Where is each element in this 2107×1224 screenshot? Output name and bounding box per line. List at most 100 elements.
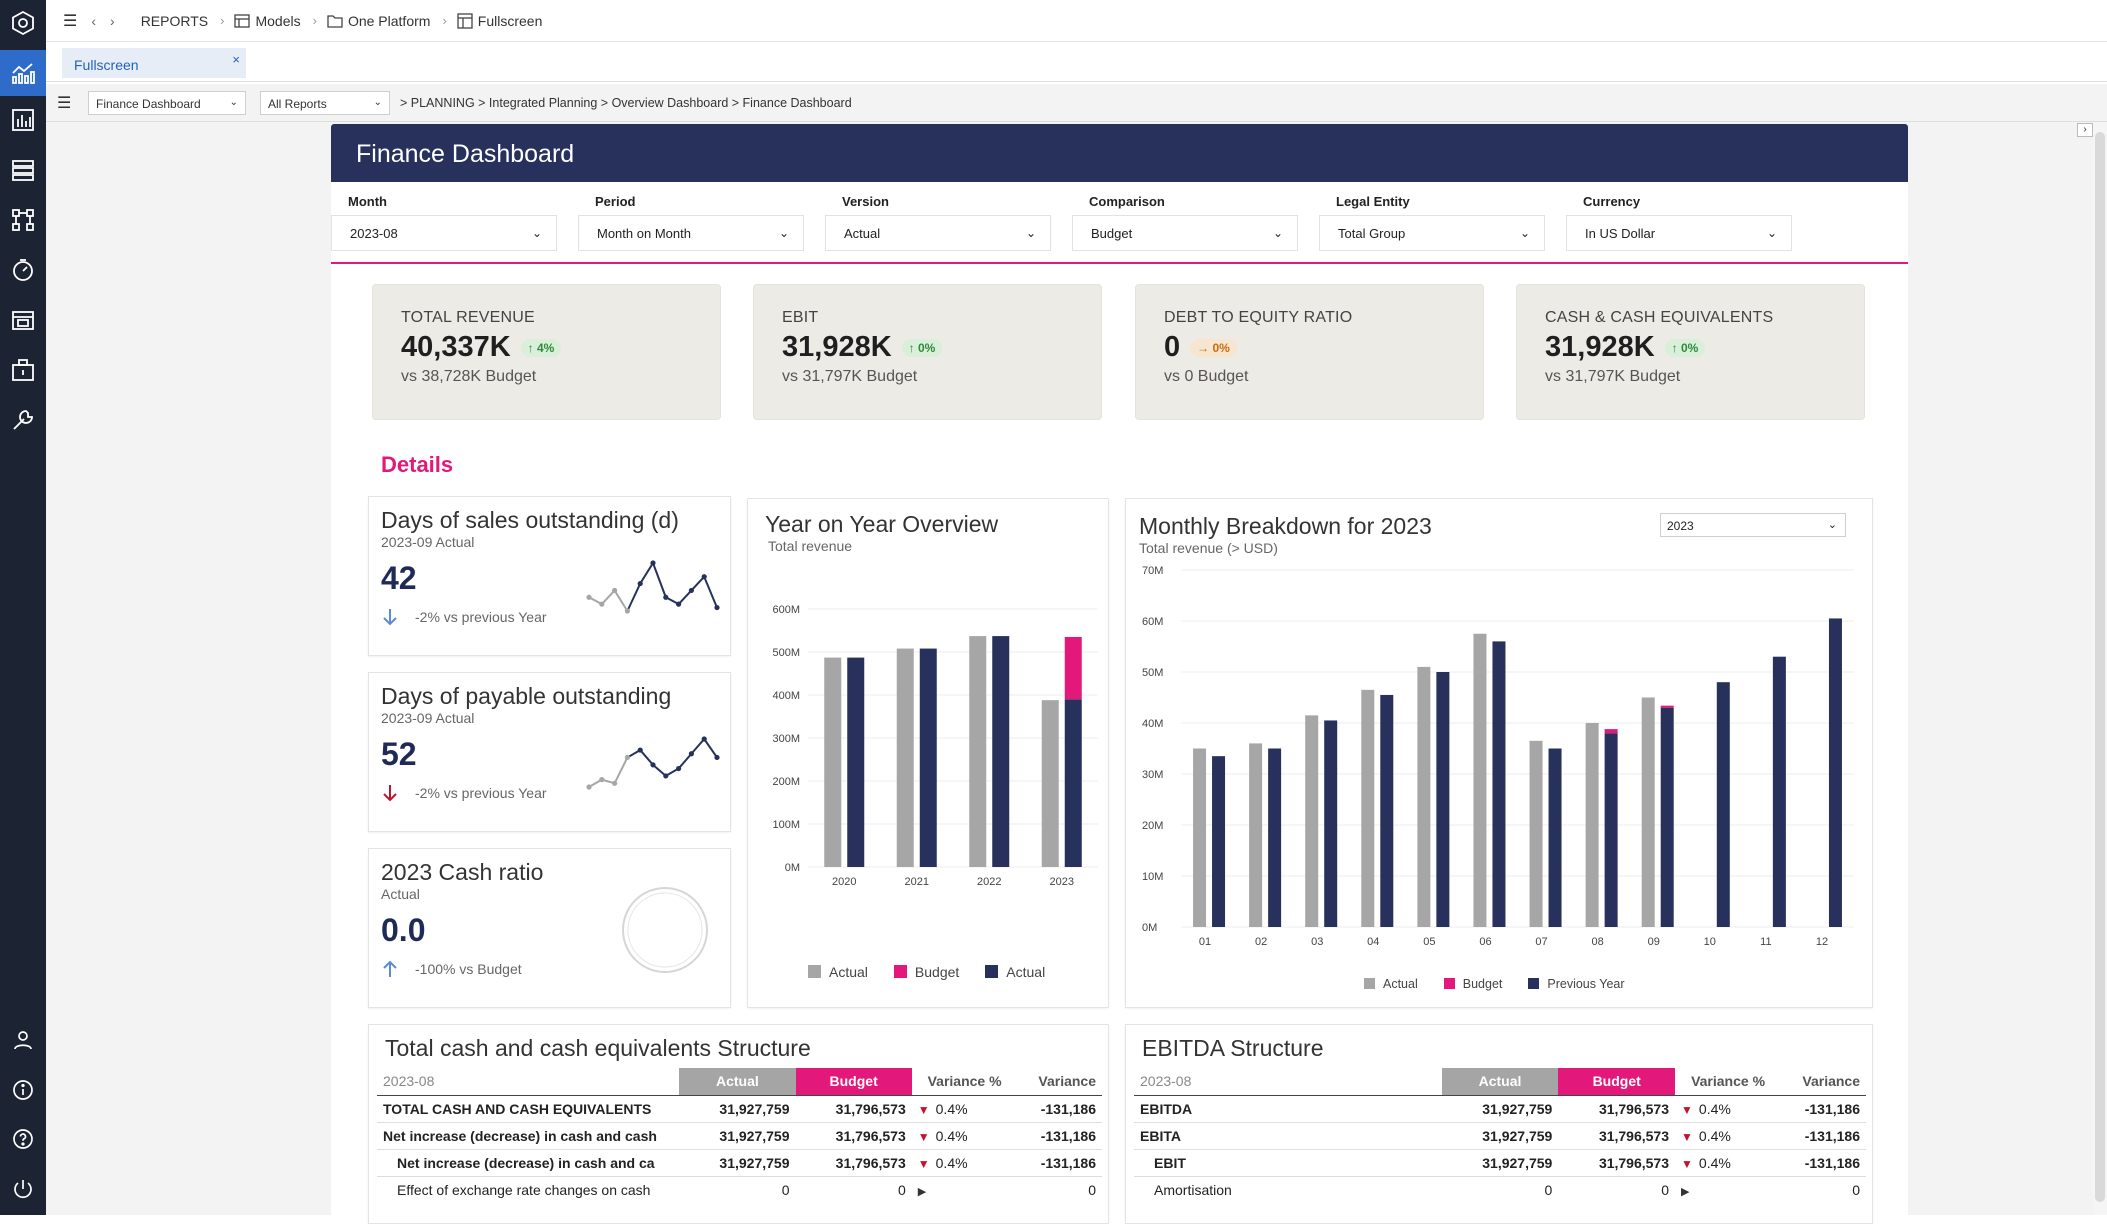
table-row[interactable]: Effect of exchange rate changes on cash 0… bbox=[377, 1176, 1102, 1203]
bar-actual[interactable] bbox=[969, 636, 987, 867]
table-header-row: 2023-08 Actual Budget Variance % Varianc… bbox=[377, 1068, 1102, 1095]
budget-cell: 31,796,573 bbox=[1598, 1127, 1670, 1144]
help-icon[interactable] bbox=[8, 1124, 38, 1154]
year-select[interactable]: 2023 ⌄ bbox=[1660, 513, 1846, 537]
bar-previous-year[interactable] bbox=[1604, 733, 1618, 927]
y-tick-label: 30M bbox=[1142, 769, 1163, 781]
legend-item-actual-navy: Actual bbox=[985, 964, 1045, 980]
bar-previous-year[interactable] bbox=[1828, 618, 1842, 927]
bar-actual-navy[interactable] bbox=[1064, 699, 1082, 867]
bar-previous-year[interactable] bbox=[1548, 748, 1562, 928]
power-icon[interactable] bbox=[8, 1174, 38, 1204]
breadcrumb-models[interactable]: Models bbox=[234, 13, 301, 29]
variance-pct-header[interactable]: Variance % bbox=[927, 1073, 1002, 1090]
bar-previous-year[interactable] bbox=[1324, 720, 1338, 927]
dashboard-chart-icon[interactable] bbox=[8, 105, 38, 135]
dpo-sparkline bbox=[586, 736, 720, 790]
bar-actual[interactable] bbox=[1473, 633, 1487, 927]
period-dropdown[interactable]: Month on Month ⌄ bbox=[578, 215, 804, 251]
back-chevron-icon[interactable]: ‹ bbox=[91, 12, 97, 29]
bar-actual-navy[interactable] bbox=[919, 648, 937, 867]
bar-actual[interactable] bbox=[1641, 697, 1655, 928]
bar-actual[interactable] bbox=[1417, 666, 1431, 927]
all-reports-select[interactable]: All Reports ⌄ bbox=[260, 91, 390, 115]
hamburger-menu-icon[interactable]: ☰ bbox=[57, 95, 72, 112]
legal-entity-dropdown[interactable]: Total Group ⌄ bbox=[1319, 215, 1545, 251]
variance-header[interactable]: Variance bbox=[1038, 1073, 1096, 1090]
database-list-icon[interactable] bbox=[8, 155, 38, 185]
bar-actual[interactable] bbox=[824, 657, 842, 867]
table-row[interactable]: EBITDA 31,927,759 31,796,573 ▼ 0.4% -131,186 bbox=[1134, 1095, 1866, 1122]
kpi-value: 31,928K bbox=[1545, 331, 1655, 363]
month-dropdown[interactable]: 2023-08 ⌄ bbox=[331, 215, 557, 251]
bar-previous-year[interactable] bbox=[1268, 748, 1282, 928]
breadcrumb-label: Fullscreen bbox=[477, 12, 543, 29]
bar-previous-year[interactable] bbox=[1436, 672, 1450, 927]
table-row[interactable]: EBITA 31,927,759 31,796,573 ▼ 0.4% -131,186 bbox=[1134, 1122, 1866, 1149]
user-icon[interactable] bbox=[8, 1025, 38, 1055]
bar-actual[interactable] bbox=[1585, 723, 1599, 927]
variance-arrow-icon: ▼ 0.4% bbox=[1675, 1149, 1781, 1176]
x-tick-label: 02 bbox=[1255, 936, 1267, 948]
timer-icon[interactable] bbox=[8, 255, 38, 285]
bar-previous-year[interactable] bbox=[1716, 682, 1730, 927]
table-row[interactable]: TOTAL CASH AND CASH EQUIVALENTS 31,927,75… bbox=[377, 1095, 1102, 1122]
x-tick-label: 12 bbox=[1816, 936, 1828, 948]
variance-pct-header[interactable]: Variance % bbox=[1691, 1073, 1766, 1090]
sparkline-segment bbox=[703, 738, 718, 759]
table-row[interactable]: Net increase (decrease) in cash and ca 31… bbox=[377, 1149, 1102, 1176]
forward-chevron-icon[interactable]: › bbox=[110, 12, 115, 29]
bar-actual[interactable] bbox=[1305, 715, 1319, 927]
variance-header[interactable]: Variance bbox=[1802, 1073, 1860, 1090]
actual-header[interactable]: Actual bbox=[1441, 1068, 1559, 1095]
kpi-value: 40,337K bbox=[401, 331, 511, 363]
scrollbar-thumb[interactable] bbox=[2095, 132, 2105, 1202]
budget-header[interactable]: Budget bbox=[795, 1068, 912, 1095]
cash-ratio-donut bbox=[622, 887, 708, 973]
bar-previous-year[interactable] bbox=[1492, 641, 1506, 927]
app-logo-icon[interactable] bbox=[8, 8, 38, 38]
bar-previous-year[interactable] bbox=[1212, 756, 1226, 927]
close-icon[interactable]: × bbox=[232, 52, 240, 67]
menu-icon[interactable]: ☰ bbox=[63, 12, 78, 30]
bar-actual[interactable] bbox=[1041, 700, 1059, 867]
info-icon[interactable] bbox=[8, 1075, 38, 1105]
wrench-icon[interactable] bbox=[8, 405, 38, 435]
bar-budget[interactable] bbox=[1660, 705, 1674, 708]
bar-actual[interactable] bbox=[1193, 748, 1207, 928]
bar-previous-year[interactable] bbox=[1772, 656, 1786, 927]
breadcrumb-reports[interactable]: REPORTS bbox=[141, 13, 208, 29]
bar-actual[interactable] bbox=[896, 648, 914, 867]
calendar-icon[interactable] bbox=[8, 305, 38, 335]
breadcrumb-fullscreen[interactable]: Fullscreen bbox=[457, 12, 543, 29]
bar-actual[interactable] bbox=[1249, 743, 1263, 927]
filter-month: Month 2023-08 ⌄ bbox=[331, 194, 557, 251]
version-dropdown[interactable]: Actual ⌄ bbox=[825, 215, 1051, 251]
budget-header[interactable]: Budget bbox=[1558, 1068, 1676, 1095]
variance-pct-value: 0.4% bbox=[935, 1154, 968, 1171]
bar-actual-navy[interactable] bbox=[992, 636, 1010, 867]
row-label: EBIT bbox=[1154, 1154, 1186, 1171]
hierarchy-icon[interactable] bbox=[8, 205, 38, 235]
bar-actual[interactable] bbox=[1361, 689, 1375, 927]
actual-header[interactable]: Actual bbox=[679, 1068, 796, 1095]
briefcase-icon[interactable] bbox=[8, 355, 38, 385]
reports-analytics-icon[interactable] bbox=[0, 50, 46, 96]
table-row[interactable]: Amortisation 0 0 ▶ 0 bbox=[1134, 1176, 1866, 1203]
bar-budget[interactable] bbox=[1604, 729, 1618, 734]
table-row[interactable]: EBIT 31,927,759 31,796,573 ▼ 0.4% -131,186 bbox=[1134, 1149, 1866, 1176]
bar-budget[interactable] bbox=[1064, 636, 1082, 700]
vertical-scrollbar[interactable] bbox=[2093, 122, 2107, 1215]
breadcrumb-one-platform[interactable]: One Platform bbox=[327, 13, 430, 29]
bar-previous-year[interactable] bbox=[1660, 707, 1674, 927]
table-row[interactable]: Net increase (decrease) in cash and cash… bbox=[377, 1122, 1102, 1149]
card-title: 2023 Cash ratio bbox=[381, 859, 544, 885]
currency-dropdown[interactable]: In US Dollar ⌄ bbox=[1566, 215, 1792, 251]
comparison-dropdown[interactable]: Budget ⌄ bbox=[1072, 215, 1298, 251]
expand-panel-icon[interactable]: › bbox=[2077, 123, 2093, 137]
bar-previous-year[interactable] bbox=[1380, 694, 1394, 927]
report-select[interactable]: Finance Dashboard ⌄ bbox=[88, 91, 246, 115]
tab-fullscreen[interactable]: Fullscreen × bbox=[62, 48, 246, 78]
bar-actual-navy[interactable] bbox=[847, 657, 865, 867]
bar-actual[interactable] bbox=[1529, 740, 1543, 927]
